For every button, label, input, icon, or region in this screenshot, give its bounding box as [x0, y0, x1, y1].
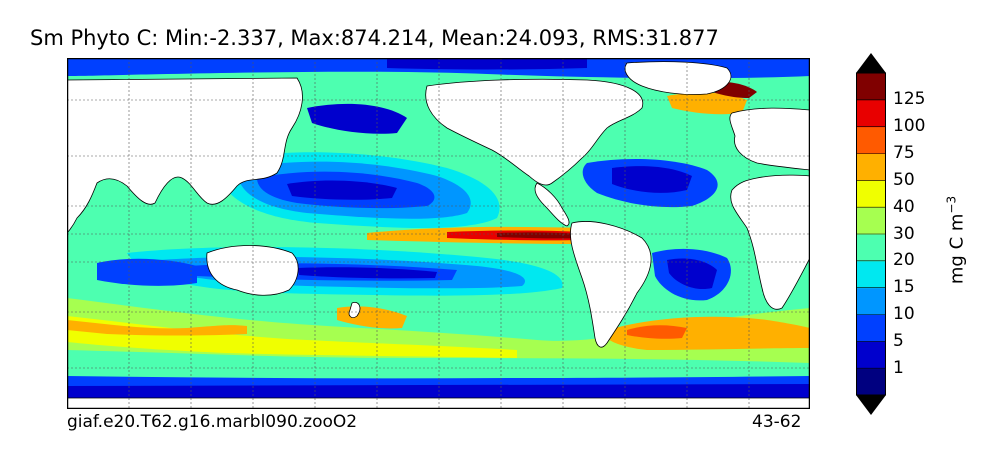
colorbar-segment	[856, 126, 886, 154]
southern-ocean-orange	[67, 320, 247, 336]
colorbar-border	[856, 72, 886, 396]
ocean-field-map	[67, 58, 810, 409]
south-america-land	[570, 221, 652, 348]
southern-ocean-band-high	[67, 316, 517, 358]
land-masses	[67, 61, 810, 409]
new-zealand-land	[348, 301, 361, 318]
colorbar-segment	[856, 260, 886, 289]
australia-land	[206, 245, 299, 296]
colorbar-segment	[856, 99, 886, 128]
colorbar	[856, 53, 886, 415]
antarctica-land	[67, 397, 810, 409]
colorbar-segment	[856, 180, 886, 208]
units-main: mg C m	[946, 213, 968, 285]
colorbar-segment	[856, 153, 886, 181]
north-atlantic-bloom	[667, 92, 747, 115]
north-america-land	[425, 78, 644, 186]
case-name-label: giaf.e20.T62.g16.marbl090.zooO2	[67, 412, 358, 432]
map-border	[67, 58, 810, 409]
arctic-deep	[387, 58, 587, 70]
north-atlantic-gyre-deep	[612, 166, 692, 193]
colorbar-segment	[856, 341, 886, 369]
colorbar-tick-label: 10	[893, 304, 915, 324]
greenland-land	[624, 61, 732, 95]
colorbar-segment	[856, 368, 886, 396]
colorbar-segment	[856, 207, 886, 235]
colorbar-tick-label: 20	[893, 250, 915, 271]
graticule	[67, 58, 810, 409]
colorbar-max-arrow	[856, 53, 886, 73]
map-title: Sm Phyto C: Min:-2.337, Max:874.214, Mea…	[30, 26, 719, 50]
colorbar-segment	[856, 314, 886, 342]
colorbar-tick-label: 100	[893, 116, 926, 137]
south-atlantic-gyre-deep	[667, 258, 717, 290]
north-pacific-bloom	[307, 103, 407, 134]
colorbar-tick-label: 5	[893, 330, 904, 351]
colorbar-segment	[856, 287, 886, 315]
colorbar-segments	[856, 73, 886, 396]
europe-land	[729, 107, 810, 171]
indian-ocean-gyre	[97, 258, 197, 286]
colorbar-units-label: mg C m−3	[945, 196, 968, 284]
south-atlantic-orange	[607, 316, 810, 350]
central-america-land	[534, 182, 570, 227]
colorbar-tick-label: 75	[893, 143, 915, 163]
africa-land	[730, 174, 810, 310]
units-superscript: −3	[944, 195, 959, 214]
colorbar-tick-label: 1	[893, 357, 904, 378]
colorbar-tick-label: 50	[893, 169, 915, 190]
colorbar-segment	[856, 234, 886, 262]
colorbar-tick-label: 15	[893, 277, 915, 298]
colorbar-tick-label: 40	[893, 196, 915, 217]
colorbar-tick-label: 125	[893, 89, 926, 110]
antarctic-coastal-deep	[67, 384, 810, 398]
equatorial-upwelling-max	[497, 232, 579, 239]
colorbar-tick-label: 30	[893, 223, 915, 244]
years-label: 43-62	[752, 412, 802, 432]
colorbar-min-arrow	[856, 395, 886, 415]
south-pacific-gyre-deep	[297, 267, 437, 279]
north-pacific-gyre-deep	[287, 180, 397, 200]
south-atlantic-red	[627, 325, 687, 339]
colorbar-segment	[856, 73, 886, 101]
